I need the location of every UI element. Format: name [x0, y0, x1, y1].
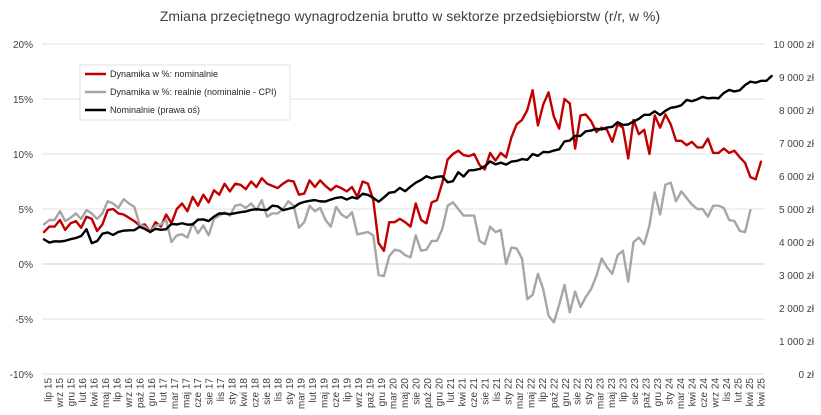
x-tick-label: maj 23 [607, 378, 618, 408]
x-tick-label: wrz 15 [55, 378, 66, 409]
x-tick-label: mar 23 [596, 378, 607, 410]
right-y-axis: 0 zł 1 000 zł 2 000 zł 3 000 zł 4 000 zł 5 00… [773, 40, 814, 381]
x-tick-label: paź 16 [136, 378, 147, 408]
series-lines [42, 74, 773, 324]
x-tick-label: gru 23 [653, 378, 664, 407]
x-tick-label: kwi 24 [688, 378, 699, 407]
x-tick-label: mar 17 [170, 378, 181, 410]
x-tick-label: lis 18 [274, 378, 285, 402]
x-tick-label: cze 24 [699, 378, 710, 408]
left-tick-label: 10% [13, 150, 33, 161]
right-tick-label: 5 000 zł [779, 205, 815, 216]
x-tick-label: mar 22 [515, 378, 526, 410]
x-tick-label: kwi 25 [745, 378, 756, 407]
x-tick-label: lis 24 [722, 378, 733, 402]
x-tick-label: sty 23 [584, 378, 595, 405]
left-tick-label: 15% [13, 95, 33, 106]
right-tick-label: 4 000 zł [779, 238, 815, 249]
x-tick-label: gru 15 [67, 378, 78, 407]
x-tick-label: lis 17 [216, 378, 227, 402]
right-tick-label: 6 000 zł [779, 172, 815, 183]
left-y-axis: -10% -5% 0% 5% 10% 15% 20% [10, 40, 33, 381]
x-tick-label: sty 24 [665, 378, 676, 405]
x-tick-label: sie 20 [412, 378, 423, 405]
x-tick-label: maj 16 [101, 378, 112, 408]
x-tick-label: lut 17 [159, 378, 170, 403]
x-tick-label: maj 20 [400, 378, 411, 408]
x-tick-label: gru 20 [435, 378, 446, 407]
x-tick-label: cze 19 [331, 378, 342, 408]
x-tick-label: gru 19 [377, 378, 388, 407]
legend-label-nominal: Dynamika w %: nominalnie [110, 69, 218, 79]
x-tick-label: cze 21 [469, 378, 480, 408]
right-tick-label: 9 000 zł [779, 73, 815, 84]
x-tick-label: lip 15 [44, 378, 55, 402]
x-tick-label: maj 17 [182, 378, 193, 408]
right-tick-label: 10 000 zł [773, 40, 814, 51]
x-tick-label: paź 23 [642, 378, 653, 408]
x-tick-label: paź 20 [423, 378, 434, 408]
x-tick-label: lip 16 [113, 378, 124, 402]
legend-box [79, 64, 291, 121]
x-tick-label: lut 25 [734, 378, 745, 403]
x-tick-label: lut 19 [308, 378, 319, 403]
right-tick-label: 8 000 zł [779, 106, 815, 117]
right-tick-label: 3 000 zł [779, 271, 815, 282]
x-tick-label: paź 19 [366, 378, 377, 408]
x-tick-label: cze 18 [251, 378, 262, 408]
x-tick-label: paź 22 [550, 378, 561, 408]
left-tick-label: 0% [19, 260, 34, 271]
x-tick-label: wrz 19 [354, 378, 365, 409]
right-tick-label: 7 000 zł [779, 139, 815, 150]
series-line-0 [42, 88, 763, 253]
series-line-2 [42, 74, 773, 245]
x-tick-label: sie 17 [205, 378, 216, 405]
x-tick-label: kwi 18 [239, 378, 250, 407]
x-tick-label: maj 19 [320, 378, 331, 408]
x-tick-label: sty 22 [504, 378, 515, 405]
legend: Dynamika w %: nominalnie Dynamika w %: r… [79, 64, 291, 121]
x-tick-label: mar 19 [297, 378, 308, 410]
x-tick-label: gru 16 [147, 378, 158, 407]
x-tick-label: sie 23 [630, 378, 641, 405]
x-tick-label: sie 22 [573, 378, 584, 405]
x-tick-label: kwi 16 [90, 378, 101, 407]
left-tick-label: 20% [13, 40, 33, 51]
series-line-1 [42, 181, 752, 324]
left-tick-label: 5% [19, 205, 34, 216]
x-tick-label: sty 18 [228, 378, 239, 405]
left-tick-label: -5% [15, 315, 33, 326]
x-tick-label: kwi 25 [757, 378, 768, 407]
x-tick-label: sie 21 [481, 378, 492, 405]
x-tick-label: sie 18 [262, 378, 273, 405]
x-tick-label: lip 19 [343, 378, 354, 402]
x-tick-label: mar 20 [389, 378, 400, 410]
chart-title: Zmiana przeciętnego wynagrodzenia brutto… [160, 8, 660, 24]
x-axis: lip 15 wrz 15 gru 15 lut 16 kwi 16 maj 16 lip … [44, 378, 768, 410]
x-tick-label: gru 22 [561, 378, 572, 407]
x-tick-label: lis 21 [492, 378, 503, 402]
legend-label-real: Dynamika w %: realnie (nominalnie - CPI) [110, 87, 277, 97]
x-tick-label: kwi 21 [458, 378, 469, 407]
legend-label-level: Nominalnie (prawa oś) [110, 105, 200, 115]
x-tick-label: wrz 24 [711, 378, 722, 409]
x-tick-label: mar 24 [676, 378, 687, 410]
x-tick-label: lut 16 [78, 378, 89, 403]
x-tick-label: maj 22 [527, 378, 538, 408]
x-tick-label: lut 21 [446, 378, 457, 403]
right-tick-label: 2 000 zł [779, 304, 815, 315]
right-tick-label: 1 000 zł [779, 337, 815, 348]
right-tick-label: 0 zł [798, 370, 814, 381]
x-tick-label: sty 19 [285, 378, 296, 405]
left-tick-label: -10% [10, 370, 33, 381]
x-tick-label: wrz 16 [124, 378, 135, 409]
x-tick-label: lip 22 [538, 378, 549, 402]
x-tick-label: lip 23 [619, 378, 630, 402]
x-tick-label: cze 17 [193, 378, 204, 408]
